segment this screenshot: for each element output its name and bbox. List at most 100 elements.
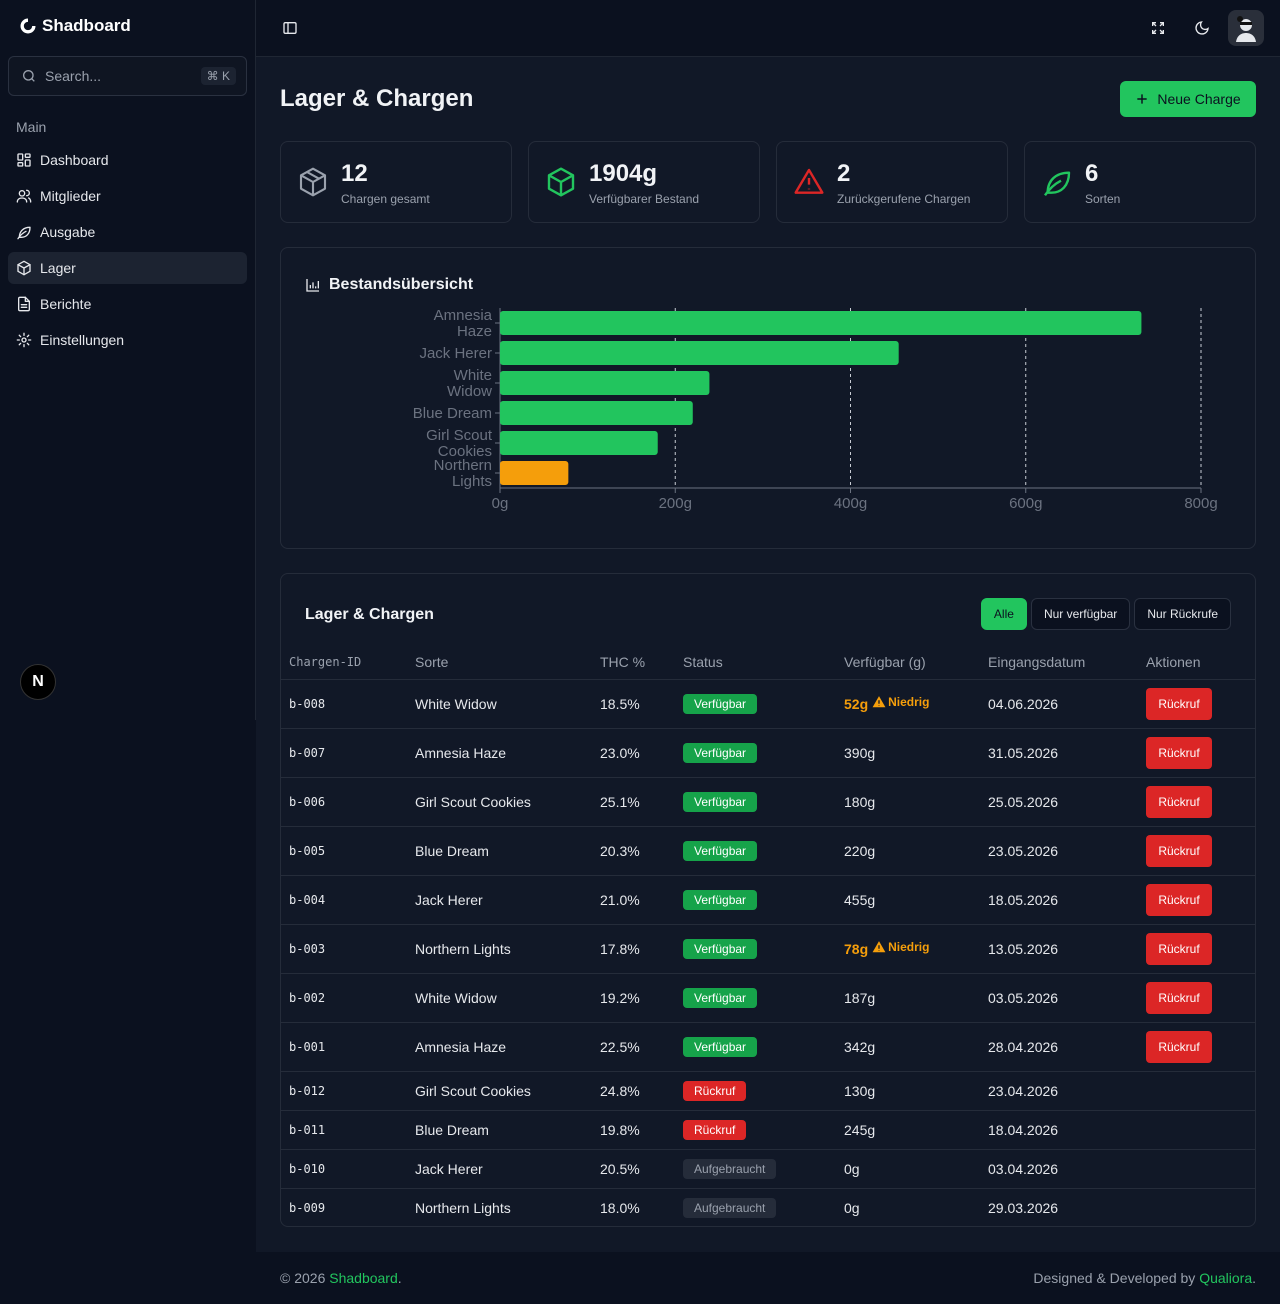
thc-value: 20.3% [600,826,683,876]
recall-button[interactable]: Rückruf [1146,981,1212,1014]
stat-value: 12 [341,160,368,187]
available-cell: 455g [844,875,988,925]
footer-brand-link[interactable]: Shadboard [329,1270,398,1286]
package-icon [299,167,327,197]
stat-value: 1904g [589,160,658,187]
actions-cell: Rückruf [1146,1022,1255,1072]
dev-badge[interactable]: N [20,664,56,700]
main-content: Lager & Chargen Neue Charge 12 Chargen g… [256,57,1280,1252]
fullscreen-button[interactable] [1142,12,1174,44]
available-cell: 78g Niedrig [844,924,988,974]
sidebar-toggle-button[interactable] [274,12,306,44]
bar-jack-herer [500,341,899,365]
actions-cell: Rückruf [1146,924,1255,974]
receipt-date: 23.05.2026 [988,826,1146,876]
x-tick-label: 400g [834,495,867,512]
stat-label: Chargen gesamt [341,192,430,206]
column-header-available[interactable]: Verfügbar (g) [844,646,988,680]
receipt-date: 31.05.2026 [988,728,1146,778]
y-tick-label: Blue Dream [413,405,492,422]
batch-id: b-011 [281,1110,415,1150]
thc-value: 25.1% [600,777,683,827]
sidebar-item-berichte[interactable]: Berichte [8,288,247,320]
column-header-thc[interactable]: THC % [600,646,683,680]
recall-button[interactable]: Rückruf [1146,883,1212,916]
available-cell: 342g [844,1022,988,1072]
stat-value: 6 [1085,160,1099,187]
thc-value: 18.0% [600,1199,640,1216]
batch-id: b-002 [281,973,415,1023]
y-tick-label: Amnesia Haze [434,307,493,340]
table-row: b-011 Blue Dream 19.8% Rückruf 245g 18.04.202… [281,1110,1255,1150]
filter-available-button[interactable]: Nur verfügbar [1030,598,1131,630]
status-badge: Verfügbar [683,889,758,910]
sidebar-item-einstellungen[interactable]: Einstellungen [8,324,247,356]
recall-button[interactable]: Rückruf [1146,932,1212,965]
footer: © 2026 Shadboard. Designed & Developed b… [256,1252,1280,1304]
app-logo[interactable]: Shadboard [18,16,131,36]
recall-button[interactable]: Rückruf [1146,834,1212,867]
column-header-id[interactable]: Chargen-ID [281,646,415,680]
column-header-status[interactable]: Status [683,646,844,680]
thc-value: 19.2% [600,973,683,1023]
copyright-text: © 2026 [280,1270,330,1286]
chart-title: Bestandsübersicht [305,276,473,294]
status-cell: Verfügbar [683,728,844,778]
chart-title-text: Bestandsübersicht [329,276,474,293]
batch-id: b-001 [281,1022,415,1072]
low-stock-tag: Niedrig [872,940,929,954]
table-row: b-007 Amnesia Haze 23.0% Verfügbar 390g 31.05… [281,728,1255,778]
available-amount: 78g [844,941,869,957]
batch-id: b-004 [281,875,415,925]
search-shortcut: ⌘ K [200,67,236,85]
batch-id: b-010 [281,1149,415,1189]
theme-toggle-button[interactable] [1186,12,1218,44]
recall-button[interactable]: Rückruf [1146,1030,1212,1063]
bar-amnesia-haze [500,311,1142,335]
credit-suffix: . [1252,1270,1256,1286]
filter-group: Alle Nur verfügbar Nur Rückrufe [980,598,1231,630]
new-batch-button[interactable]: Neue Charge [1120,81,1256,117]
sidebar-item-dashboard[interactable]: Dashboard [8,144,247,176]
thc-value: 21.0% [600,875,683,925]
available-cell: 52g Niedrig [844,679,988,729]
bar-white-widow [500,371,710,395]
receipt-date: 13.05.2026 [988,924,1146,974]
available-cell: 220g [844,826,988,876]
warning-icon [872,941,886,953]
column-header-strain[interactable]: Sorte [415,646,600,680]
search-input[interactable]: Search... ⌘ K [8,56,247,96]
available-amount: 187g [844,989,876,1006]
bar-girl-scout-cookies [500,431,658,455]
credit-text: Designed & Developed by [1033,1270,1200,1286]
footer-credit-link[interactable]: Qualiora [1199,1270,1253,1286]
actions-cell: Rückruf [1146,728,1255,778]
sidebar-item-ausgabe[interactable]: Ausgabe [8,216,247,248]
status-cell: Rückruf [683,1071,844,1111]
batch-id: b-009 [289,1200,326,1215]
recall-button[interactable]: Rückruf [1146,736,1212,769]
avatar[interactable] [1228,10,1264,46]
actions-cell [1146,1188,1255,1227]
available-amount: 52g [844,696,869,712]
filter-all-button[interactable]: Alle [980,598,1027,630]
recall-button[interactable]: Rückruf [1146,785,1212,818]
app-name: Shadboard [42,16,131,35]
stat-card-recalls: 2 Zurückgerufene Chargen [776,141,1008,223]
strain-name: Jack Herer [415,1149,600,1189]
dashboard-icon [17,153,31,167]
status-cell: Verfügbar [683,875,844,925]
sidebar-item-label: Berichte [40,296,92,312]
alert-triangle-icon [794,168,824,194]
column-header-date[interactable]: Eingangsdatum [988,646,1146,680]
available-amount: 455g [844,891,876,908]
new-batch-label: Neue Charge [1157,91,1241,107]
low-stock-label: Niedrig [888,695,930,709]
sidebar-item-lager[interactable]: Lager [8,252,247,284]
filter-recalls-button[interactable]: Nur Rückrufe [1134,598,1231,630]
sidebar-item-mitglieder[interactable]: Mitglieder [8,180,247,212]
receipt-date: 03.05.2026 [988,973,1146,1023]
receipt-date: 25.05.2026 [988,777,1146,827]
receipt-date: 29.03.2026 [988,1199,1059,1216]
recall-button[interactable]: Rückruf [1146,687,1212,720]
